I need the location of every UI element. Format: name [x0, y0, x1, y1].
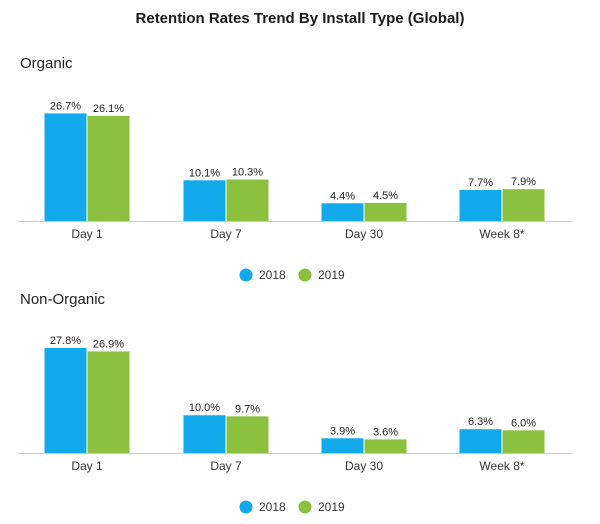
- data-label: 6.0%: [511, 417, 536, 429]
- x-tick-label: Day 7: [210, 459, 242, 473]
- bar-2019-day-30: [364, 439, 407, 453]
- legend-label-2019: 2019: [318, 268, 345, 282]
- bar-2018-day-1: [44, 348, 87, 453]
- bar-2018-day-7: [183, 180, 226, 221]
- legend-marker-2018: [239, 268, 253, 282]
- legend-marker-2019: [298, 500, 312, 514]
- bar-2018-week-8: [459, 189, 502, 221]
- x-tick-label: Week 8*: [479, 227, 524, 241]
- data-label: 7.7%: [468, 177, 493, 189]
- data-label: 4.5%: [373, 190, 398, 202]
- subchart-title: Non-Organic: [20, 291, 106, 308]
- organic-chart: Organic 26.7% 26.1% Day 1 10.1% 10.3% Day 7 4.4…: [18, 55, 572, 282]
- data-label: 26.1%: [93, 103, 124, 115]
- data-label: 6.3%: [468, 416, 493, 428]
- bar-2019-day-7: [226, 416, 269, 453]
- x-tick-label: Week 8*: [479, 459, 524, 473]
- data-label: 3.9%: [330, 425, 355, 437]
- bar-2018-week-8: [459, 429, 502, 453]
- data-label: 26.9%: [93, 338, 124, 350]
- bar-2019-day-1: [87, 351, 130, 453]
- legend-marker-2019: [298, 268, 312, 282]
- page-title: Retention Rates Trend By Install Type (G…: [135, 10, 465, 27]
- legend-marker-2018: [239, 500, 253, 514]
- legend-label-2019: 2019: [318, 500, 345, 514]
- bar-2019-day-30: [364, 202, 407, 221]
- bar-2018-day-7: [183, 415, 226, 453]
- bar-2019-day-1: [87, 115, 130, 221]
- x-tick-label: Day 30: [345, 227, 383, 241]
- bar-2018-day-1: [44, 113, 87, 221]
- non-organic-chart: Non-Organic 27.8% 26.9% Day 1 10.0% 9.7% Day 7…: [18, 291, 572, 514]
- data-label: 26.7%: [50, 100, 81, 112]
- data-label: 4.4%: [330, 190, 355, 202]
- x-tick-label: Day 30: [345, 459, 383, 473]
- x-tick-label: Day 7: [210, 227, 242, 241]
- bar-2019-day-7: [226, 179, 269, 221]
- subchart-title: Organic: [20, 55, 73, 72]
- data-label: 9.7%: [235, 403, 260, 415]
- bar-2018-day-30: [321, 438, 364, 453]
- data-label: 7.9%: [511, 176, 536, 188]
- bar-2018-day-30: [321, 203, 364, 221]
- bar-2019-week-8: [502, 430, 545, 453]
- data-label: 10.0%: [189, 402, 220, 414]
- bar-2019-week-8: [502, 189, 545, 221]
- x-tick-label: Day 1: [71, 227, 103, 241]
- legend-label-2018: 2018: [259, 500, 286, 514]
- legend-label-2018: 2018: [259, 268, 286, 282]
- data-label: 3.6%: [373, 426, 398, 438]
- x-tick-label: Day 1: [71, 459, 103, 473]
- data-label: 10.3%: [232, 167, 263, 179]
- data-label: 10.1%: [189, 167, 220, 179]
- data-label: 27.8%: [50, 335, 81, 347]
